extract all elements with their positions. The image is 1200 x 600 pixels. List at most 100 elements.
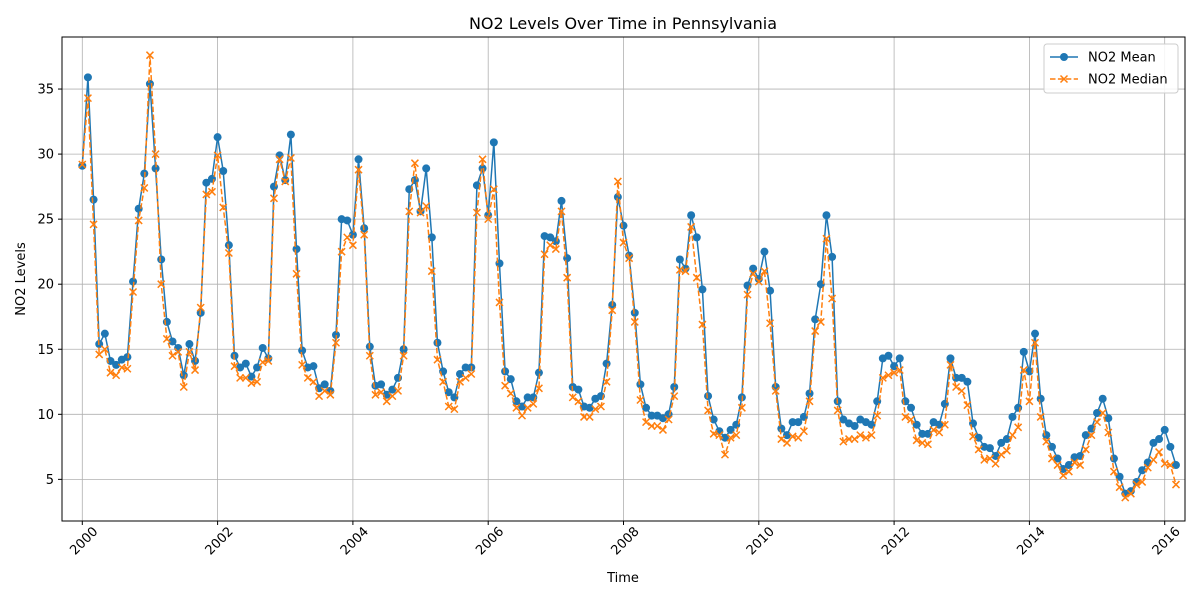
- data-point: [286, 130, 295, 139]
- data-point: [918, 429, 927, 438]
- data-point: [517, 411, 527, 420]
- data-point: [309, 362, 318, 371]
- data-point: [123, 364, 132, 373]
- data-point: [529, 399, 538, 408]
- data-point: [884, 371, 893, 380]
- data-point: [568, 393, 577, 402]
- data-point: [157, 255, 166, 264]
- data-point: [360, 230, 369, 239]
- data-point: [1098, 394, 1107, 403]
- data-point: [371, 390, 380, 399]
- data-point: [929, 425, 938, 434]
- data-point: [675, 255, 684, 264]
- data-point: [523, 393, 532, 402]
- data-point: [636, 395, 645, 405]
- data-point: [326, 390, 335, 399]
- data-point: [439, 377, 448, 386]
- data-point: [805, 389, 814, 398]
- data-point: [782, 431, 791, 440]
- data-point: [873, 411, 882, 420]
- data-point: [884, 351, 893, 360]
- data-point: [596, 402, 605, 411]
- y-tick-label: 35: [37, 83, 54, 98]
- data-point: [771, 386, 780, 395]
- data-point: [343, 233, 352, 242]
- data-point: [1019, 347, 1028, 356]
- data-point: [1126, 489, 1135, 498]
- y-tick-label: 30: [37, 148, 54, 163]
- data-point: [630, 317, 639, 326]
- data-point: [963, 401, 972, 410]
- data-point: [145, 51, 154, 60]
- y-axis-label: NO2 Levels: [14, 242, 29, 316]
- data-point: [551, 245, 560, 254]
- data-point: [822, 234, 831, 243]
- data-point: [1025, 397, 1034, 406]
- series-line: [81, 55, 1177, 499]
- data-point: [585, 412, 594, 421]
- data-point: [720, 433, 729, 442]
- data-point: [591, 405, 600, 414]
- data-point: [1014, 423, 1023, 432]
- data-point: [191, 366, 200, 375]
- data-point: [608, 306, 617, 315]
- data-point: [737, 403, 746, 412]
- data-point: [83, 73, 92, 82]
- data-point: [1053, 461, 1062, 470]
- data-point: [540, 250, 549, 259]
- data-point: [78, 161, 87, 170]
- data-point: [839, 415, 848, 424]
- legend-marker: [1060, 53, 1068, 61]
- x-tick-label: 2012: [879, 524, 913, 558]
- data-point: [811, 315, 820, 324]
- data-point: [1143, 463, 1152, 472]
- data-point: [602, 377, 611, 386]
- data-point: [377, 380, 386, 389]
- legend-entry: NO2 Mean: [1050, 51, 1156, 66]
- data-point: [134, 216, 143, 225]
- x-axis: 2000 2002 2004 2006 2008 2010 2012 2014 2016: [67, 521, 1184, 558]
- data-point: [974, 433, 983, 442]
- data-point: [377, 388, 386, 397]
- data-point: [512, 403, 521, 412]
- data-point: [1002, 435, 1011, 444]
- data-point: [613, 177, 622, 186]
- data-point: [1155, 448, 1164, 457]
- data-point: [850, 422, 859, 431]
- data-point: [450, 405, 459, 414]
- data-point: [952, 382, 961, 392]
- x-tick-label: 2014: [1014, 524, 1048, 558]
- data-point: [140, 183, 149, 192]
- data-point: [1155, 435, 1164, 444]
- data-point: [1036, 394, 1045, 403]
- data-point: [1031, 329, 1040, 338]
- data-point: [258, 343, 267, 352]
- data-point: [1076, 461, 1085, 470]
- data-point: [833, 406, 842, 415]
- data-point: [399, 351, 408, 360]
- data-point: [974, 445, 983, 454]
- data-point: [1093, 409, 1102, 418]
- data-point: [478, 155, 487, 164]
- data-point: [472, 208, 481, 217]
- y-tick-label: 25: [37, 213, 54, 228]
- data-point: [692, 233, 701, 242]
- data-point: [151, 164, 160, 173]
- data-point: [991, 459, 1000, 468]
- data-point: [506, 389, 515, 398]
- data-point: [185, 340, 194, 349]
- data-point: [760, 267, 769, 276]
- data-point: [704, 392, 713, 401]
- data-point: [78, 160, 87, 169]
- series-layer: [78, 51, 1181, 502]
- data-point: [1036, 412, 1045, 421]
- data-point: [907, 403, 916, 412]
- data-point: [275, 155, 284, 164]
- x-tick-label: 2016: [1150, 524, 1184, 558]
- data-point: [946, 354, 955, 363]
- data-point: [174, 347, 183, 356]
- data-point: [286, 153, 295, 163]
- x-tick-label: 2004: [338, 524, 372, 558]
- data-point: [191, 356, 200, 365]
